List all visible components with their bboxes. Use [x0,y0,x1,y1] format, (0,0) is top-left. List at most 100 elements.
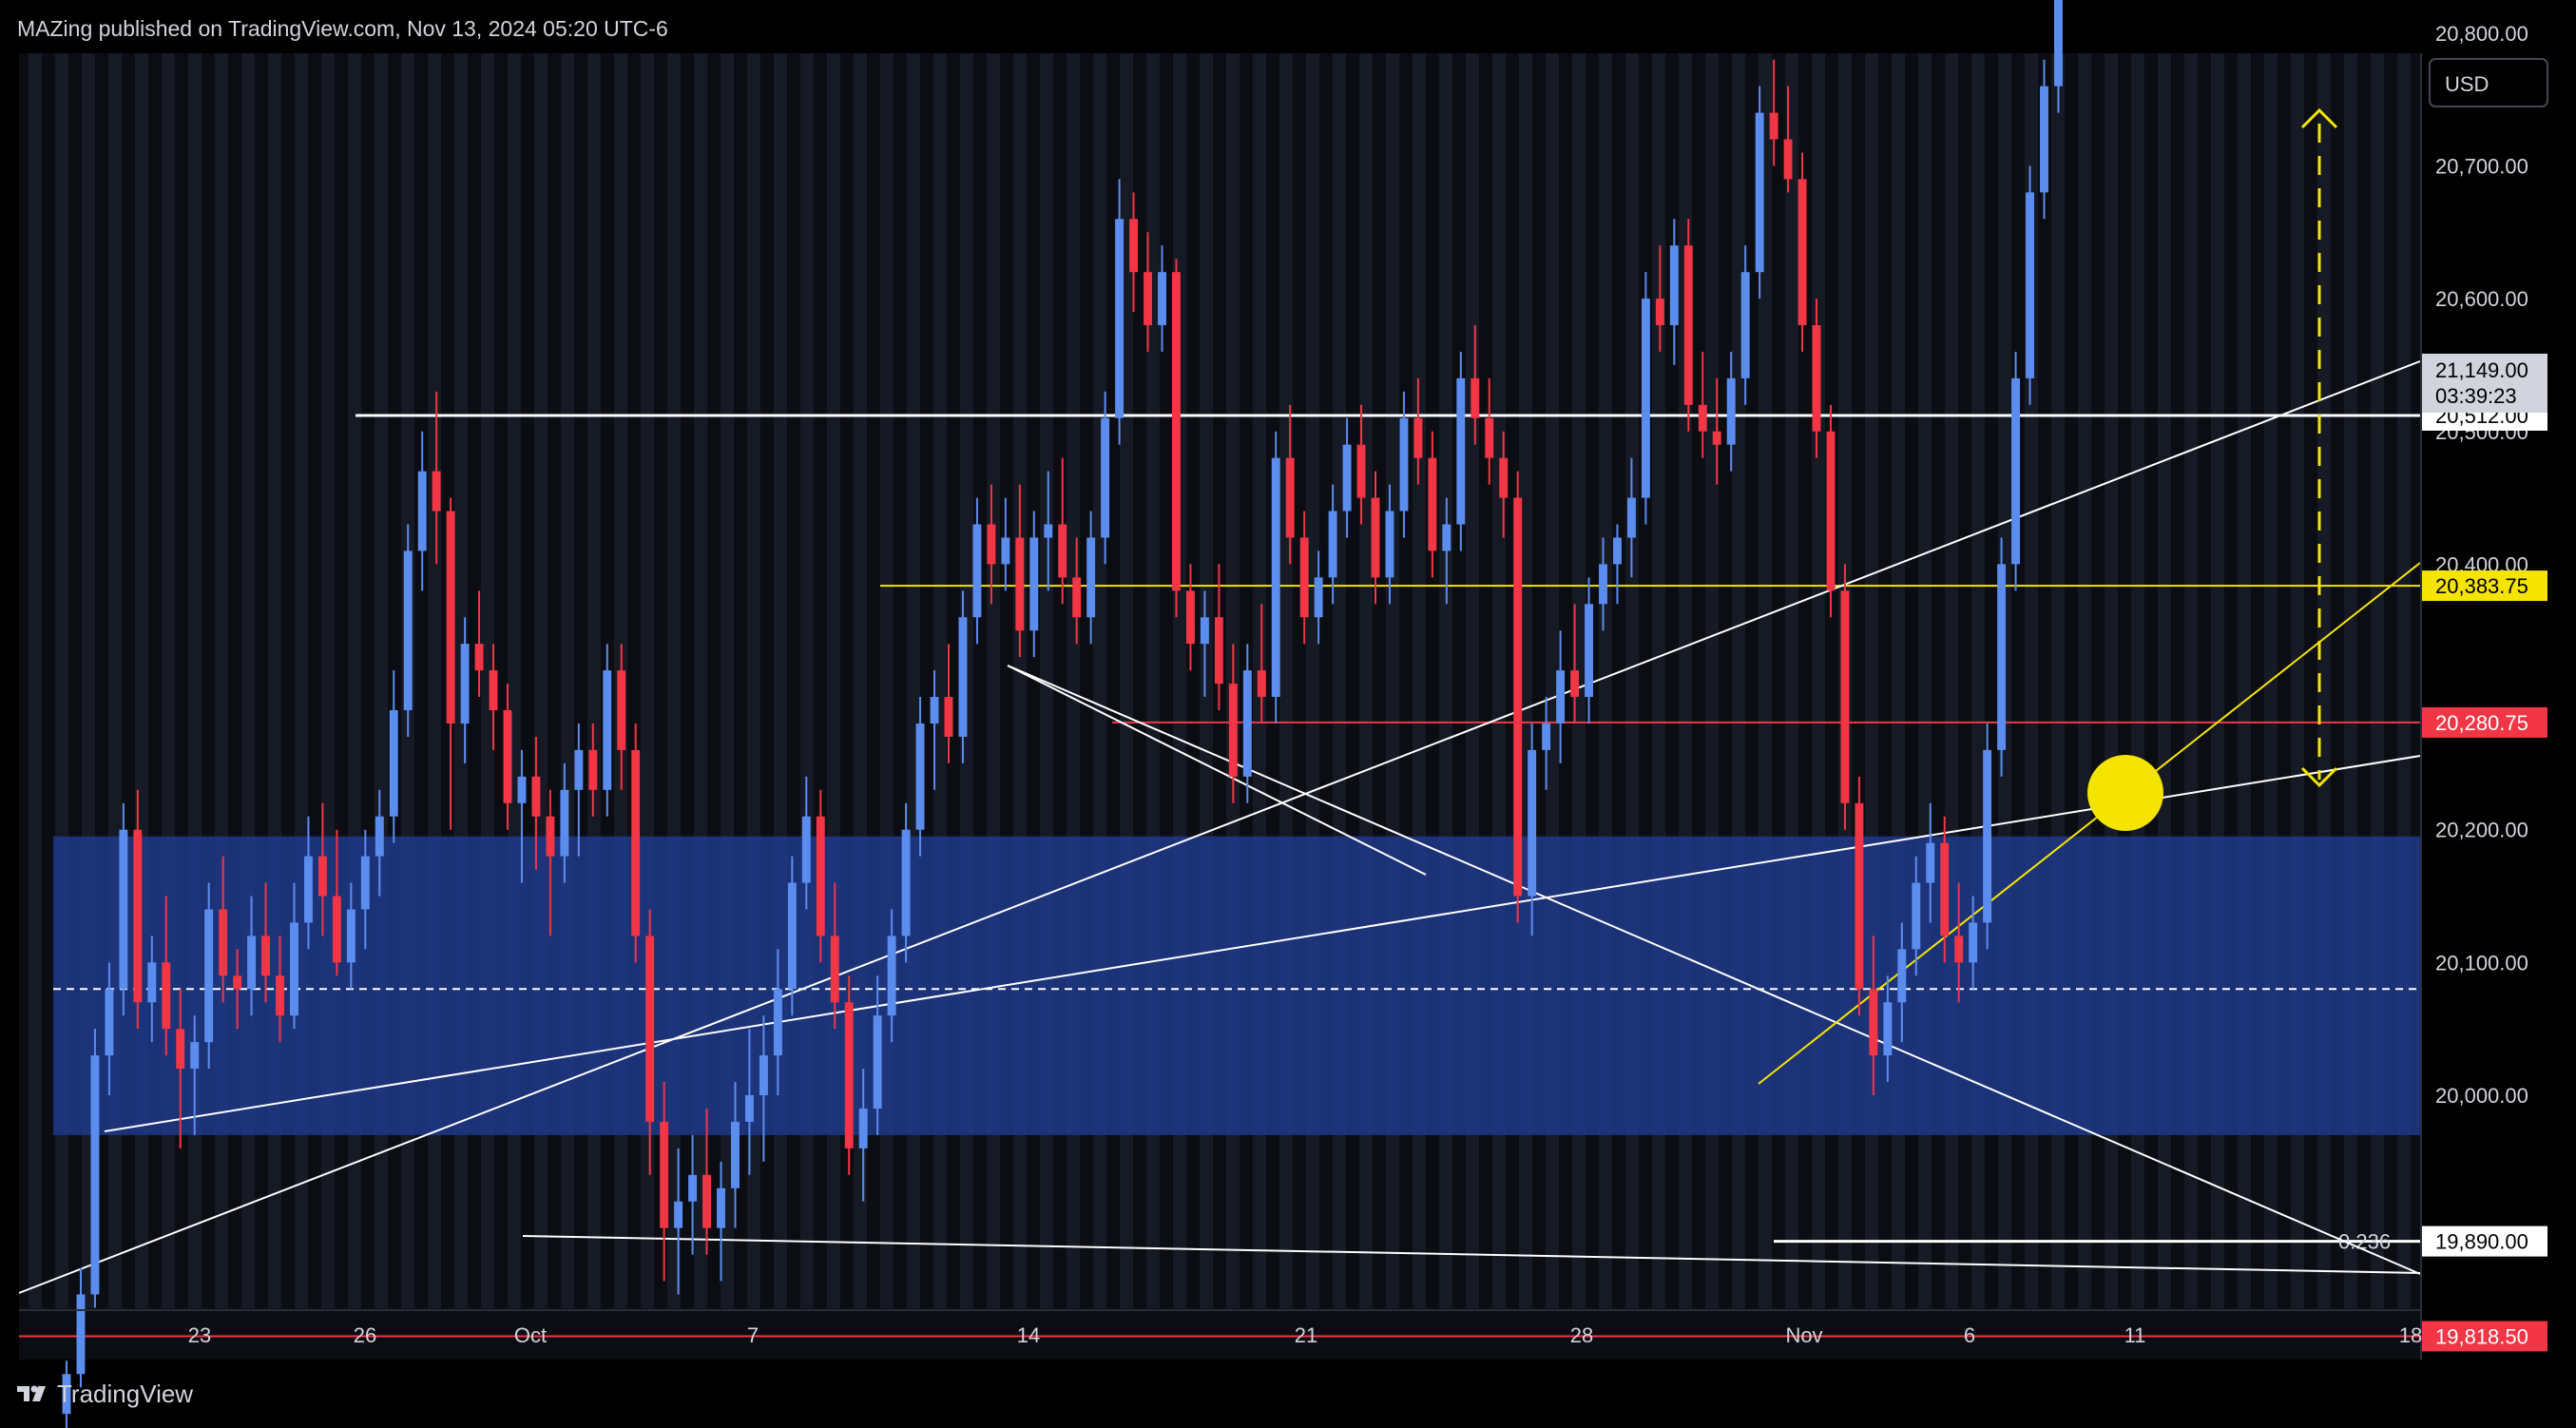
x-tick-label: 26 [354,1323,376,1347]
trendline [522,1235,2421,1274]
candle-body [1528,749,1537,897]
candle-body [1954,936,1964,963]
candle-body [1783,139,1793,180]
candle-body [1385,511,1394,578]
candle-body [1912,882,1921,950]
candle-body [147,962,157,1003]
candle-body [1413,417,1423,458]
candle-body [858,1108,868,1148]
candle-body [987,524,996,565]
candle-body [247,936,257,990]
candle-body [2011,377,2021,565]
y-tick-label: 20,100.00 [2435,951,2528,975]
x-tick-label: 21 [1295,1323,1317,1347]
candle-body [1328,511,1337,578]
candle-body [830,936,839,1003]
candle-body [1556,670,1566,724]
candle-body [1612,537,1622,565]
candle-body [403,550,413,711]
x-tick-label: 7 [747,1323,759,1347]
candle-body [972,524,982,618]
candle-body [276,975,284,1016]
price-axis[interactable]: 20,000.0020,100.0020,200.0020,400.0020,5… [2435,0,2528,1108]
candle-body [574,749,584,790]
candle-body [332,896,341,963]
candle-body [1669,245,1679,326]
price-axis-panel [2422,53,2557,1360]
price-tag-box [2422,706,2547,738]
candle-body [531,776,541,817]
candle-body [759,1055,768,1095]
candle-body [1812,325,1821,432]
y-tick-label: 20,000.00 [2435,1084,2528,1108]
price-tag-box [2422,1321,2547,1352]
candle-body [702,1174,712,1228]
tradingview-footer[interactable]: TradingView [17,1377,193,1411]
candle-body [1200,617,1209,645]
candle-body [474,644,484,671]
candle-body [1826,431,1836,591]
candles [62,0,2063,1428]
candle-body [1698,404,1707,432]
candle-body [958,617,968,737]
candle-body [1997,564,2007,750]
y-tick-label: 20,700.00 [2435,154,2528,178]
candle-body [133,829,143,1003]
candle-body [1029,537,1039,631]
candle-body [1983,749,1992,923]
price-tag-label: 19,890.00 [2435,1230,2528,1254]
candle-body [417,471,427,551]
price-tag-box [2422,1225,2547,1257]
candle-body [1144,272,1152,326]
candle-body [787,882,797,990]
candle-body [1101,417,1110,538]
candle-body [90,1055,100,1295]
candle-body [62,1374,71,1415]
candle-body [1740,272,1750,378]
candle-body [1185,590,1195,645]
candle-body [1158,272,1166,326]
candle-body [688,1174,698,1202]
demand-zone [53,836,2420,1135]
trendline [1007,665,2421,1275]
candle-body [1683,245,1693,405]
candle-body [901,829,911,936]
x-tick-label: 14 [1017,1323,1040,1347]
currency-button[interactable]: USD [2429,58,2548,107]
candle-body [503,710,512,803]
time-axis[interactable]: 23 26 Oct 7 14 21 28 Nov 6 11 18 [188,1323,2422,1347]
candle-body [162,962,171,1030]
currency-button-box[interactable] [2429,58,2548,107]
candle-body [1940,842,1950,936]
candle-body [844,1002,854,1148]
candle-body [1599,564,1607,605]
candle-body [887,936,896,1016]
candle-body [915,723,925,830]
candle-body [631,749,641,936]
candle-body [1655,299,1664,326]
candle-body [1299,537,1309,618]
candle-body [717,1187,725,1228]
x-tick-label: 23 [188,1323,211,1347]
candle-body [190,1042,200,1070]
candle-body [360,856,370,910]
marker-circle [2087,755,2163,831]
candle-body [1485,417,1494,458]
price-tag-box [2422,570,2547,602]
currency-button-label[interactable]: USD [2445,72,2489,96]
last-price-countdown: 03:39:23 [2435,384,2517,408]
y-tick-label: 20,600.00 [2435,287,2528,311]
candle-body [1926,842,1935,883]
candle-body [233,975,242,990]
x-tick-label: 6 [1964,1323,1975,1347]
candle-body [1585,604,1593,698]
yellow-trendline [1758,562,2421,1085]
candle-body [801,816,811,883]
candle-body [1626,497,1636,538]
candle-body [1356,444,1366,498]
price-tags: 20,512.0020,383.7520,280.7519,890.0019,8… [2422,399,2547,1352]
candle-body [1228,684,1238,777]
candle-body [1214,617,1223,685]
candle-body [1883,1002,1893,1056]
